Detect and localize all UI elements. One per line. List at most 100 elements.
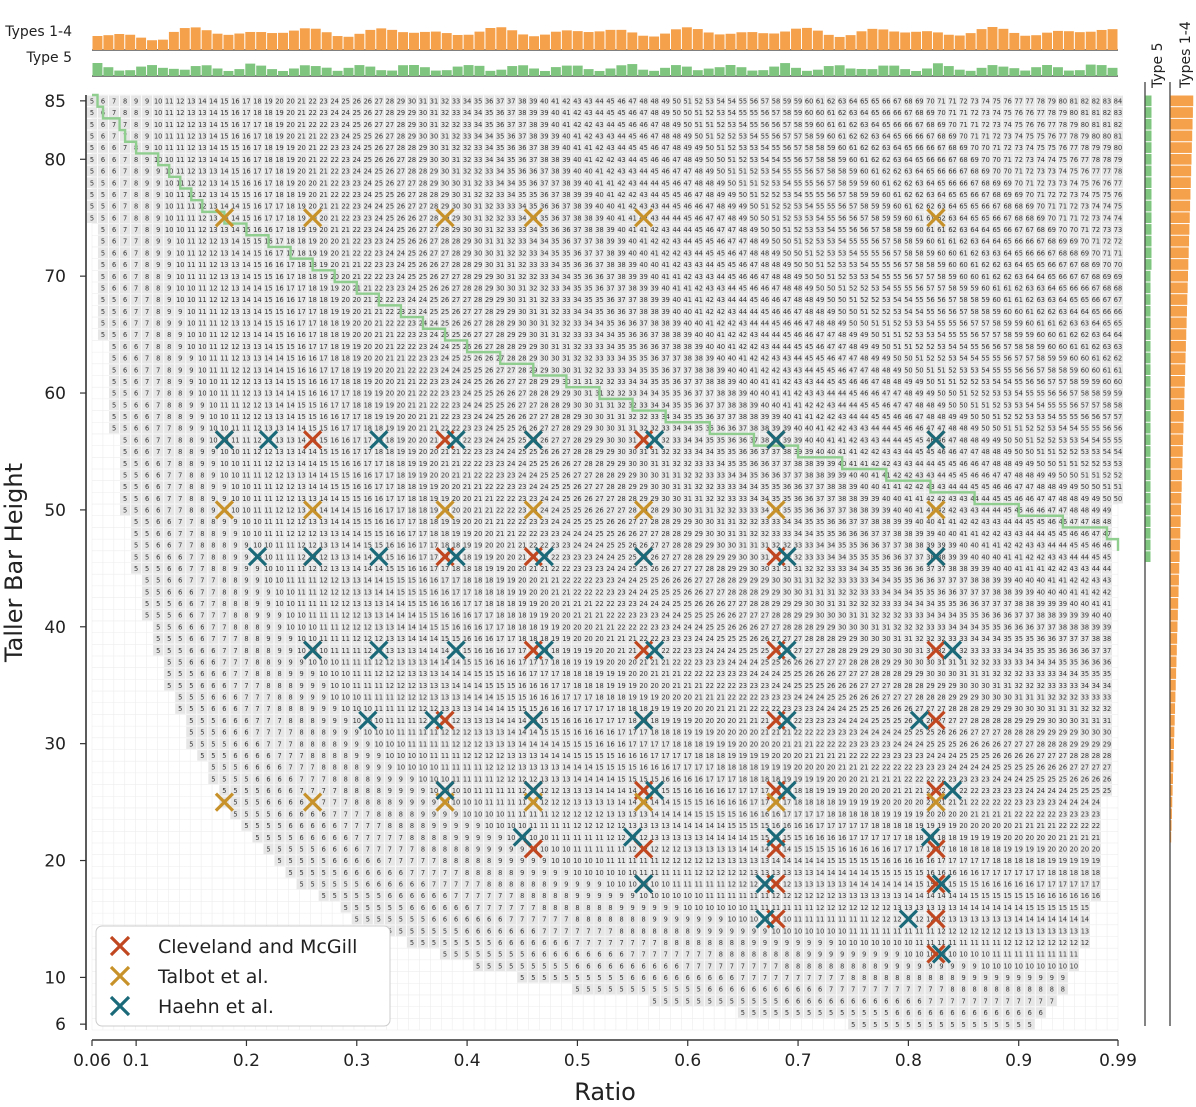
cell-label: 17 bbox=[1059, 881, 1067, 889]
cell-label: 7 bbox=[586, 939, 590, 947]
cell-label: 16 bbox=[882, 857, 890, 865]
cell-label: 5 bbox=[498, 951, 502, 959]
cell-label: 5 bbox=[178, 658, 182, 666]
cell-label: 15 bbox=[750, 834, 758, 842]
cell-label: 22 bbox=[794, 717, 802, 725]
cell-label: 6 bbox=[586, 962, 590, 970]
cell-label: 25 bbox=[794, 682, 802, 690]
cell-label: 13 bbox=[485, 740, 493, 748]
cell-label: 24 bbox=[728, 647, 736, 655]
cell-label: 17 bbox=[617, 729, 625, 737]
cell-label: 22 bbox=[816, 740, 824, 748]
cell-label: 10 bbox=[948, 951, 956, 959]
cell-label: 29 bbox=[849, 647, 857, 655]
cell-label: 5 bbox=[421, 939, 425, 947]
cell-label: 6 bbox=[355, 845, 359, 853]
cell-label: 18 bbox=[573, 682, 581, 690]
cell-label: 28 bbox=[1026, 729, 1034, 737]
cell-label: 14 bbox=[684, 810, 692, 818]
cell-label: 7 bbox=[465, 881, 469, 889]
cell-label: 13 bbox=[628, 822, 636, 830]
cell-label: 7 bbox=[266, 729, 270, 737]
cell-label: 15 bbox=[816, 845, 824, 853]
cell-label: 5 bbox=[333, 892, 337, 900]
cell-label: 28 bbox=[937, 694, 945, 702]
cell-label: 5 bbox=[355, 892, 359, 900]
cell-label: 14 bbox=[485, 694, 493, 702]
cell-label: 6 bbox=[1039, 1009, 1043, 1017]
cell-label: 18 bbox=[717, 752, 725, 760]
cell-label: 6 bbox=[542, 939, 546, 947]
cell-label: 8 bbox=[575, 916, 579, 924]
cell-label: 5 bbox=[840, 1009, 844, 1017]
cell-label: 6 bbox=[1028, 1009, 1032, 1017]
cell-label: 25 bbox=[970, 752, 978, 760]
cell-label: 5 bbox=[928, 1021, 932, 1029]
cell-label: 5 bbox=[1017, 1021, 1021, 1029]
cell-label: 13 bbox=[485, 717, 493, 725]
cell-label: 6 bbox=[785, 986, 789, 994]
cell-label: 5 bbox=[796, 1009, 800, 1017]
cell-label: 27 bbox=[1092, 764, 1100, 772]
cell-label: 5 bbox=[774, 997, 778, 1005]
cell-label: 8 bbox=[311, 729, 315, 737]
cell-label: 8 bbox=[311, 740, 315, 748]
cell-label: 10 bbox=[386, 752, 394, 760]
cell-label: 15 bbox=[463, 658, 471, 666]
cell-label: 13 bbox=[441, 682, 449, 690]
cell-label: 5 bbox=[322, 857, 326, 865]
cell-label: 6 bbox=[288, 787, 292, 795]
cell-label: 27 bbox=[838, 658, 846, 666]
cell-label: 15 bbox=[1026, 904, 1034, 912]
cell-label: 27 bbox=[981, 729, 989, 737]
cell-label: 8 bbox=[244, 635, 248, 643]
cell-label: 15 bbox=[1003, 892, 1011, 900]
cell-label: 6 bbox=[244, 752, 248, 760]
cell-label: 7 bbox=[498, 904, 502, 912]
cell-label: 5 bbox=[311, 881, 315, 889]
cell-label: 11 bbox=[595, 845, 603, 853]
cell-label: 9 bbox=[277, 658, 281, 666]
cell-label: 9 bbox=[675, 904, 679, 912]
cell-label: 26 bbox=[959, 729, 967, 737]
cell-label: 11 bbox=[584, 845, 592, 853]
cell-label: 6 bbox=[288, 822, 292, 830]
cell-label: 29 bbox=[1070, 740, 1078, 748]
cell-label: 32 bbox=[915, 635, 923, 643]
cell-label: 8 bbox=[531, 881, 535, 889]
cell-label: 20 bbox=[695, 717, 703, 725]
cell-label: 10 bbox=[507, 834, 515, 842]
cell-label: 15 bbox=[507, 705, 515, 713]
cell-label: 30 bbox=[904, 647, 912, 655]
cell-label: 12 bbox=[992, 927, 1000, 935]
cell-label: 9 bbox=[454, 822, 458, 830]
cell-label: 17 bbox=[893, 834, 901, 842]
cell-label: 7 bbox=[388, 834, 392, 842]
cell-label: 12 bbox=[882, 916, 890, 924]
cell-label: 8 bbox=[1061, 986, 1065, 994]
cell-label: 12 bbox=[584, 822, 592, 830]
cell-label: 8 bbox=[520, 892, 524, 900]
cell-label: 23 bbox=[739, 682, 747, 690]
cell-label: 19 bbox=[562, 647, 570, 655]
cell-label: 8 bbox=[300, 717, 304, 725]
cell-label: 32 bbox=[1015, 670, 1023, 678]
cell-label: 15 bbox=[507, 682, 515, 690]
cell-label: 11 bbox=[452, 752, 460, 760]
cell-label: 24 bbox=[871, 729, 879, 737]
cell-label: 19 bbox=[860, 799, 868, 807]
cell-label: 8 bbox=[575, 904, 579, 912]
cell-label: 9 bbox=[984, 974, 988, 982]
cell-label: 5 bbox=[333, 881, 337, 889]
cell-label: 8 bbox=[432, 834, 436, 842]
cell-label: 21 bbox=[772, 729, 780, 737]
cell-label: 19 bbox=[816, 787, 824, 795]
cell-label: 7 bbox=[266, 705, 270, 713]
cell-label: 10 bbox=[838, 927, 846, 935]
cell-label: 9 bbox=[322, 717, 326, 725]
cell-label: 7 bbox=[344, 822, 348, 830]
cell-label: 8 bbox=[355, 799, 359, 807]
cell-label: 12 bbox=[1081, 939, 1089, 947]
cell-label: 22 bbox=[915, 775, 923, 783]
cell-label: 12 bbox=[661, 845, 669, 853]
